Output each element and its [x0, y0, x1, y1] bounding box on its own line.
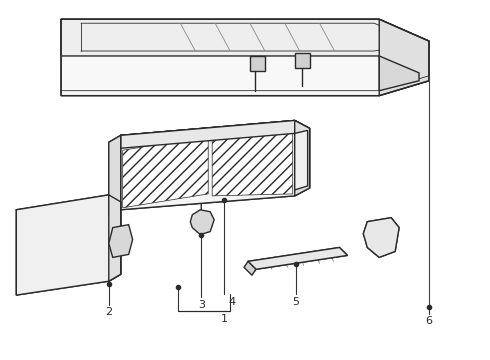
Polygon shape — [250, 56, 265, 71]
Text: 2: 2 — [105, 307, 112, 317]
Polygon shape — [244, 261, 256, 275]
Text: 5: 5 — [292, 297, 299, 307]
Polygon shape — [109, 135, 121, 216]
Polygon shape — [121, 121, 310, 210]
Polygon shape — [109, 225, 133, 257]
Text: 6: 6 — [425, 316, 433, 326]
Polygon shape — [212, 121, 293, 196]
Polygon shape — [294, 53, 310, 68]
Polygon shape — [294, 130, 308, 190]
Text: 1: 1 — [220, 314, 228, 324]
Polygon shape — [379, 19, 429, 96]
Polygon shape — [61, 19, 429, 96]
Polygon shape — [190, 210, 214, 235]
Text: 3: 3 — [198, 300, 205, 310]
Text: 4: 4 — [228, 297, 236, 307]
Polygon shape — [363, 218, 399, 257]
Polygon shape — [109, 195, 121, 281]
Polygon shape — [122, 136, 208, 208]
Polygon shape — [294, 121, 310, 196]
Polygon shape — [61, 19, 429, 56]
Polygon shape — [16, 195, 121, 295]
Polygon shape — [121, 121, 310, 148]
Polygon shape — [248, 247, 347, 269]
Polygon shape — [379, 56, 419, 91]
